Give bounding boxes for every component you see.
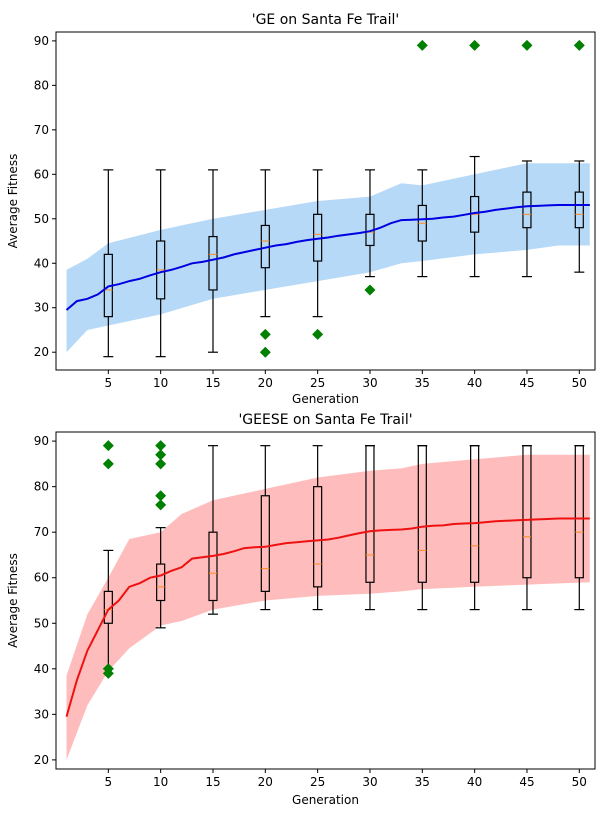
y-tick-label: 70	[34, 123, 49, 137]
y-tick-label: 20	[34, 753, 49, 767]
box-iqr	[365, 445, 375, 583]
x-tick-label: 15	[205, 775, 220, 789]
x-tick-label: 40	[467, 376, 482, 390]
outlier-point	[102, 440, 114, 452]
y-tick-label: 70	[34, 525, 49, 539]
y-axis-label: Average Fitness	[6, 553, 20, 648]
outlier-point	[573, 39, 585, 51]
fitness-range-band	[66, 163, 590, 353]
plot-frame	[55, 431, 596, 770]
outlier-point	[259, 346, 271, 358]
box-gen-35	[417, 169, 428, 278]
box-iqr	[522, 191, 532, 229]
chart-title: 'GE on Santa Fe Trail'	[252, 12, 400, 28]
y-tick-label: 40	[34, 662, 49, 676]
y-tick-label: 90	[34, 34, 49, 48]
box-gen-50	[574, 160, 585, 273]
mean-fitness-line	[65, 204, 590, 311]
box-gen-45	[521, 445, 532, 611]
x-tick-label: 5	[105, 376, 113, 390]
x-tick-label: 50	[572, 376, 587, 390]
box-gen-25	[312, 445, 323, 611]
box-iqr	[313, 486, 323, 588]
y-tick-label: 80	[34, 480, 49, 494]
outlier-point	[469, 39, 481, 51]
box-gen-40	[469, 445, 480, 611]
x-tick-label: 35	[415, 376, 430, 390]
outlier-point	[364, 284, 376, 296]
outlier-point	[155, 440, 167, 452]
y-tick-label: 90	[34, 434, 49, 448]
box-gen-20	[260, 445, 271, 611]
x-tick-label: 25	[310, 775, 325, 789]
y-axis-label: Average Fitness	[6, 154, 20, 249]
outlier-point	[259, 328, 271, 340]
box-gen-10	[155, 169, 166, 358]
outlier-point	[155, 458, 167, 470]
x-tick-label: 5	[105, 775, 113, 789]
x-axis-label: Generation	[292, 793, 359, 807]
box-iqr	[208, 235, 218, 291]
x-tick-label: 50	[572, 775, 587, 789]
y-tick-label: 30	[34, 707, 49, 721]
x-tick-label: 10	[153, 775, 168, 789]
outlier-point	[416, 39, 428, 51]
box-iqr	[522, 445, 532, 579]
outlier-point	[155, 490, 167, 502]
x-tick-label: 10	[153, 376, 168, 390]
box-iqr	[260, 495, 270, 592]
box-iqr	[470, 445, 480, 583]
fitness-range-band	[66, 454, 590, 760]
outlier-point	[155, 449, 167, 461]
y-tick-label: 30	[34, 301, 49, 315]
x-tick-label: 25	[310, 376, 325, 390]
x-tick-label: 15	[205, 376, 220, 390]
box-iqr	[208, 531, 218, 602]
x-tick-label: 35	[415, 775, 430, 789]
box-gen-15	[207, 445, 218, 615]
box-gen-35	[417, 445, 428, 611]
y-tick-label: 60	[34, 167, 49, 181]
outlier-point	[102, 458, 114, 470]
y-tick-label: 80	[34, 78, 49, 92]
x-axis-label: Generation	[292, 392, 359, 406]
box-iqr	[156, 563, 166, 602]
box-gen-30	[364, 169, 375, 278]
x-tick-label: 20	[258, 775, 273, 789]
outlier-point	[155, 499, 167, 511]
mean-fitness-line	[65, 517, 590, 717]
box-iqr	[417, 445, 427, 583]
x-tick-label: 20	[258, 376, 273, 390]
box-gen-40	[469, 155, 480, 278]
x-tick-label: 45	[519, 775, 534, 789]
y-tick-label: 60	[34, 571, 49, 585]
box-gen-15	[207, 169, 218, 353]
box-iqr	[574, 445, 584, 579]
chart-title: 'GEESE on Santa Fe Trail'	[238, 412, 412, 428]
y-tick-label: 50	[34, 616, 49, 630]
box-gen-10	[155, 527, 166, 629]
outlier-point	[312, 328, 324, 340]
chart-panel-2: 'GEESE on Santa Fe Trail' 5 10 15 20 25 30 35 40…	[6, 412, 596, 807]
x-tick-label: 40	[467, 775, 482, 789]
outlier-point	[521, 39, 533, 51]
outlier-point	[102, 667, 114, 679]
y-tick-label: 20	[34, 345, 49, 359]
chart-panel-1: 'GE on Santa Fe Trail' 5 10 15 20 25 30 35 40 45 5…	[6, 12, 596, 406]
x-tick-label: 30	[362, 775, 377, 789]
plot-frame	[55, 31, 596, 371]
box-gen-45	[521, 160, 532, 278]
box-gen-50	[574, 445, 585, 611]
x-tick-label: 45	[519, 376, 534, 390]
y-tick-label: 50	[34, 212, 49, 226]
x-tick-label: 30	[362, 376, 377, 390]
box-gen-30	[364, 445, 375, 611]
box-iqr	[574, 191, 584, 229]
y-tick-label: 40	[34, 256, 49, 270]
box-gen-25	[312, 169, 323, 318]
